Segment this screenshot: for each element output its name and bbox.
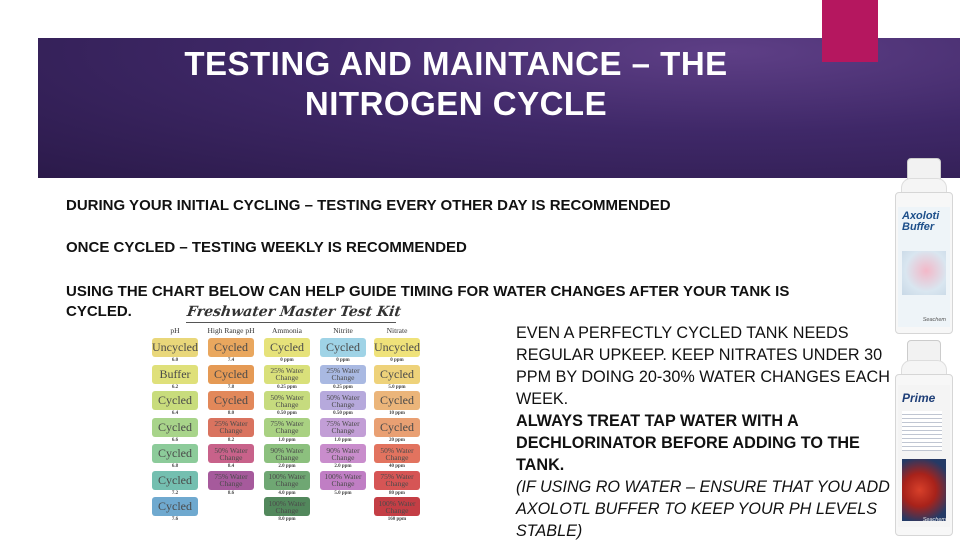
dechlorinator-warning: ALWAYS TREAT TAP WATER WITH A DECHLORINA… bbox=[516, 412, 860, 474]
maintenance-note: EVEN A PERFECTLY CYCLED TANK NEEDS REGUL… bbox=[516, 322, 896, 542]
prime-label: Prime bbox=[902, 391, 936, 405]
fish-photo bbox=[902, 459, 946, 521]
accent-bar bbox=[822, 0, 878, 62]
test-kit-value: 20 ppm bbox=[389, 437, 405, 443]
test-kit-value: 6.0 bbox=[171, 358, 179, 363]
test-kit-swatch: 75% Water Change bbox=[208, 470, 254, 490]
test-kit-value: 0 ppm bbox=[390, 358, 404, 363]
prime-bottle: Prime Seachem bbox=[893, 340, 955, 536]
test-kit-swatch: 50% Water Change bbox=[320, 391, 366, 410]
title-line-2: NITROGEN CYCLE bbox=[304, 85, 608, 122]
test-kit-swatch: 25% Water Change bbox=[320, 364, 366, 384]
test-kit-swatch: 25% Water Change bbox=[264, 364, 310, 384]
upkeep-text: EVEN A PERFECTLY CYCLED TANK NEEDS REGUL… bbox=[516, 324, 890, 408]
test-kit-value: 1.0 ppm bbox=[334, 437, 352, 443]
test-kit-value: 160 ppm bbox=[387, 517, 407, 522]
prime-brand: Seachem bbox=[922, 517, 946, 523]
cycling-text: DURING YOUR INITIAL CYCLING – TESTING EV… bbox=[66, 197, 671, 214]
buffer-label: Axoloti Buffer bbox=[902, 210, 940, 233]
test-kit-swatch: Cycled bbox=[208, 364, 254, 384]
test-kit-swatch: 75% Water Change bbox=[264, 417, 310, 437]
test-kit-value: 2.0 ppm bbox=[278, 464, 296, 469]
test-kit-value: 40 ppm bbox=[389, 464, 405, 469]
test-kit-swatch: Cycled bbox=[264, 338, 310, 357]
test-kit-swatch: 90% Water Change bbox=[264, 444, 310, 463]
test-kit-swatch: Uncycled bbox=[152, 338, 198, 357]
test-kit-value: 0 ppm bbox=[336, 358, 350, 363]
test-kit-swatch: Cycled bbox=[152, 417, 198, 437]
test-kit-swatch: Cycled bbox=[374, 417, 420, 437]
test-kit-swatch: 50% Water Change bbox=[264, 391, 310, 410]
chart-guide-text: USING THE CHART BELOW CAN HELP GUIDE TIM… bbox=[66, 283, 790, 300]
test-kit-swatch: 100% Water Change bbox=[264, 470, 310, 490]
test-kit-swatch: 50% Water Change bbox=[208, 444, 254, 463]
test-kit-value: 10 ppm bbox=[389, 411, 405, 416]
test-kit-swatch: Cycled bbox=[374, 391, 420, 410]
test-kit-column-header: High Range pH bbox=[207, 326, 255, 335]
prime-fine-print bbox=[902, 411, 942, 451]
test-kit-column-header: Nitrite bbox=[333, 326, 353, 335]
test-kit-column-header: Ammonia bbox=[272, 326, 302, 335]
axolotl-buffer-bottle: Axoloti Buffer Seachem bbox=[893, 158, 953, 334]
test-kit-value: 8.0 ppm bbox=[278, 517, 296, 522]
buffer-brand: Seachem bbox=[922, 317, 946, 323]
test-kit-value: 8.6 bbox=[227, 490, 235, 496]
test-kit-column-header: Nitrate bbox=[386, 326, 408, 335]
test-kit-swatch: Cycled bbox=[152, 391, 198, 410]
test-kit-swatch: Cycled bbox=[152, 444, 198, 463]
test-kit-swatch: Cycled bbox=[152, 497, 198, 516]
test-kit-swatch: 100% Water Change bbox=[320, 470, 366, 490]
weekly-text: ONCE CYCLED – TESTING WEEKLY IS RECOMMEN… bbox=[66, 239, 467, 256]
test-kit-swatch: 50% Water Change bbox=[374, 444, 420, 463]
test-kit-value: 0 ppm bbox=[280, 358, 294, 363]
test-kit-value: 4.0 ppm bbox=[278, 490, 296, 496]
test-kit-swatch: Cycled bbox=[208, 391, 254, 410]
test-kit-value: 6.8 bbox=[171, 464, 179, 469]
axolotl-photo bbox=[902, 251, 946, 295]
test-kit-swatch: 75% Water Change bbox=[374, 470, 420, 490]
test-kit-swatch: Cycled bbox=[152, 470, 198, 490]
test-kit-column-header: pH bbox=[170, 326, 180, 335]
test-kit-swatch: 100% Water Change bbox=[264, 497, 310, 516]
test-kit-chart: Freshwater Master Test Kit pH Uncycled 6.0… bbox=[146, 304, 436, 530]
test-kit-title-rule bbox=[186, 322, 396, 323]
test-kit-value: 0.50 ppm bbox=[333, 411, 353, 416]
chart-guide-text-cont: CYCLED. bbox=[66, 303, 132, 320]
test-kit-value: 8.2 bbox=[227, 437, 235, 443]
test-kit-value: 6.4 bbox=[171, 411, 179, 416]
title-line-1: TESTING AND MAINTANCE – THE bbox=[184, 45, 728, 82]
test-kit-swatch: Cycled bbox=[320, 338, 366, 357]
test-kit-value: 1.0 ppm bbox=[278, 437, 296, 443]
test-kit-value: 7.8 bbox=[227, 384, 235, 390]
test-kit-value: 7.2 bbox=[171, 490, 179, 496]
test-kit-swatch: 25% Water Change bbox=[208, 417, 254, 437]
test-kit-value: 0.25 ppm bbox=[277, 384, 297, 390]
test-kit-value: 7.4 bbox=[227, 358, 235, 363]
test-kit-value: 6.6 bbox=[171, 437, 179, 443]
test-kit-value: 5.0 ppm bbox=[334, 490, 352, 496]
test-kit-value: 0.25 ppm bbox=[333, 384, 353, 390]
test-kit-swatch: 90% Water Change bbox=[320, 444, 366, 463]
test-kit-value: 8.4 bbox=[227, 464, 235, 469]
test-kit-value: 0.50 ppm bbox=[277, 411, 297, 416]
test-kit-value: 6.2 bbox=[171, 384, 179, 390]
test-kit-swatch: Buffer bbox=[152, 364, 198, 384]
test-kit-value: 7.6 bbox=[171, 517, 179, 522]
ro-water-note: (IF USING RO WATER – ENSURE THAT YOU ADD… bbox=[516, 478, 890, 540]
test-kit-value: 80 ppm bbox=[389, 490, 405, 496]
test-kit-value: 2.0 ppm bbox=[334, 464, 352, 469]
test-kit-title: Freshwater Master Test Kit bbox=[185, 304, 402, 320]
title-banner bbox=[38, 38, 960, 178]
test-kit-swatch: 75% Water Change bbox=[320, 417, 366, 437]
test-kit-swatch: Cycled bbox=[374, 364, 420, 384]
test-kit-swatch: 100% Water Change bbox=[374, 497, 420, 516]
slide-title: TESTING AND MAINTANCE – THE NITROGEN CYC… bbox=[120, 44, 792, 124]
test-kit-swatch: Uncycled bbox=[374, 338, 420, 357]
test-kit-value: 5.0 ppm bbox=[388, 384, 406, 390]
test-kit-value: 8.0 bbox=[227, 411, 235, 416]
test-kit-swatch: Cycled bbox=[208, 338, 254, 357]
